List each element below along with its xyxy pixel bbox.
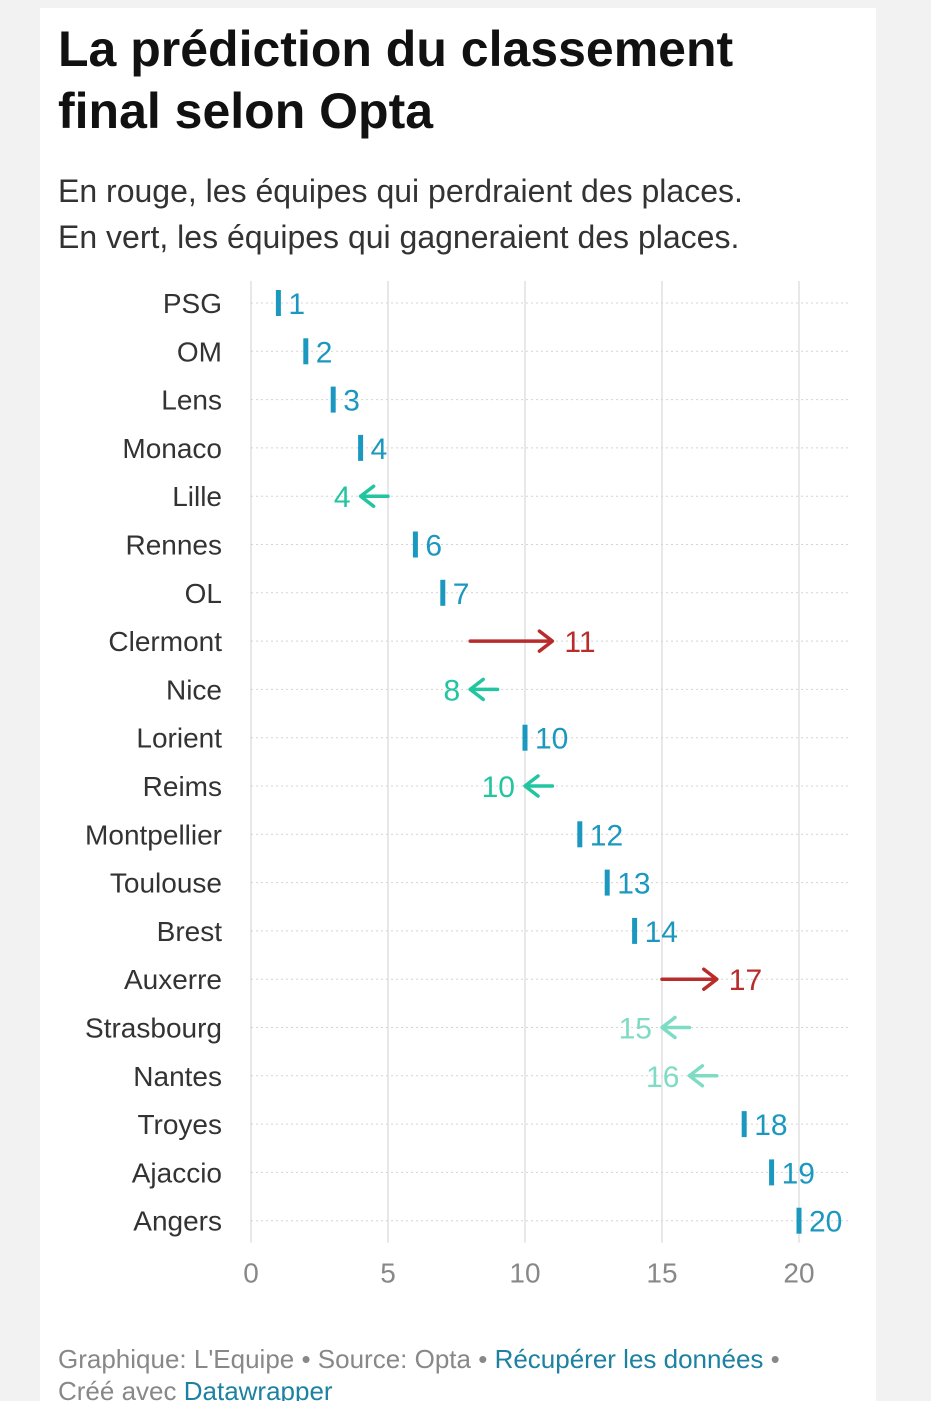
ranking-chart: 0 5 10 15 20 PSG 1 OM 2 Lens 3 Monaco 4 Lille 4 Rennes… — [85, 281, 848, 1289]
rank-value-label: 17 — [729, 964, 762, 997]
subtitle-line-red: En rouge, les équipes qui perdraient des… — [58, 173, 743, 209]
x-tick-label: 5 — [380, 1258, 396, 1289]
arrow-head — [523, 774, 540, 798]
arrow-head — [537, 629, 555, 653]
team-label: Rennes — [125, 530, 222, 561]
team-label: Strasbourg — [85, 1013, 222, 1044]
team-label: Auxerre — [124, 964, 222, 995]
rank-value-label: 13 — [617, 868, 650, 901]
team-label: Lorient — [136, 723, 222, 754]
rank-value-label: 1 — [288, 288, 305, 321]
x-tick-label: 10 — [509, 1258, 540, 1289]
rank-value-label: 8 — [444, 674, 461, 707]
team-label: Nice — [166, 674, 222, 705]
rank-value-label: 10 — [482, 771, 515, 804]
team-label: OL — [185, 578, 222, 609]
rank-value-label: 15 — [619, 1013, 652, 1046]
team-label: Angers — [133, 1206, 222, 1237]
rank-value-label: 6 — [425, 530, 442, 563]
grid: 0 5 10 15 20 — [243, 281, 848, 1289]
chart-card: La prédiction du classement final selon … — [40, 8, 876, 1401]
rank-value-label: 3 — [343, 385, 360, 418]
rank-value-label: 14 — [645, 916, 678, 949]
download-data-link[interactable]: Récupérer les données — [494, 1344, 764, 1374]
team-label: PSG — [163, 288, 222, 319]
team-label: OM — [177, 336, 222, 367]
team-label: Montpellier — [85, 819, 222, 850]
team-label: Ajaccio — [132, 1157, 222, 1188]
footer-separator: • — [770, 1344, 780, 1374]
team-label: Lens — [161, 385, 222, 416]
arrow-head — [468, 677, 485, 702]
rank-value-label: 20 — [809, 1206, 842, 1239]
rank-value-label: 4 — [334, 481, 351, 514]
subtitle-line-green: En vert, les équipes qui gagneraient des… — [58, 219, 740, 255]
arrow-head — [687, 1064, 705, 1088]
rank-value-label: 10 — [535, 723, 568, 756]
team-label: Clermont — [108, 626, 222, 657]
team-label: Brest — [157, 916, 223, 947]
arrow-head — [702, 967, 719, 991]
datawrapper-link[interactable]: Datawrapper — [183, 1376, 333, 1401]
arrow-head — [358, 484, 376, 508]
rank-value-label: 19 — [782, 1157, 815, 1190]
team-label: Toulouse — [110, 868, 222, 899]
chart-title: La prédiction du classement final selon … — [58, 21, 734, 139]
marks: PSG 1 OM 2 Lens 3 Monaco 4 Lille 4 Rennes 6 OL 7 Clerm… — [85, 288, 842, 1239]
rank-value-label: 16 — [646, 1061, 679, 1094]
chart-subtitle: En rouge, les équipes qui perdraient des… — [58, 168, 858, 260]
x-tick-label: 0 — [243, 1258, 259, 1289]
rank-value-label: 7 — [453, 578, 470, 611]
team-label: Nantes — [133, 1061, 222, 1092]
rank-value-label: 2 — [316, 336, 333, 369]
rank-value-label: 4 — [371, 433, 388, 466]
team-label: Reims — [143, 771, 222, 802]
team-label: Lille — [172, 481, 222, 512]
rank-value-label: 18 — [754, 1109, 787, 1142]
team-label: Troyes — [137, 1109, 222, 1140]
rank-value-label: 12 — [590, 819, 623, 852]
x-tick-label: 15 — [646, 1258, 677, 1289]
source-credit: Graphique: L'Equipe • Source: Opta • — [58, 1344, 488, 1374]
x-tick-label: 20 — [783, 1258, 814, 1289]
arrow-head — [660, 1015, 677, 1040]
created-with-label: Créé avec — [58, 1376, 177, 1401]
rank-value-label: 11 — [564, 626, 595, 659]
chart-footer: Graphique: L'Equipe • Source: Opta • Réc… — [58, 1343, 858, 1401]
team-label: Monaco — [122, 433, 222, 464]
